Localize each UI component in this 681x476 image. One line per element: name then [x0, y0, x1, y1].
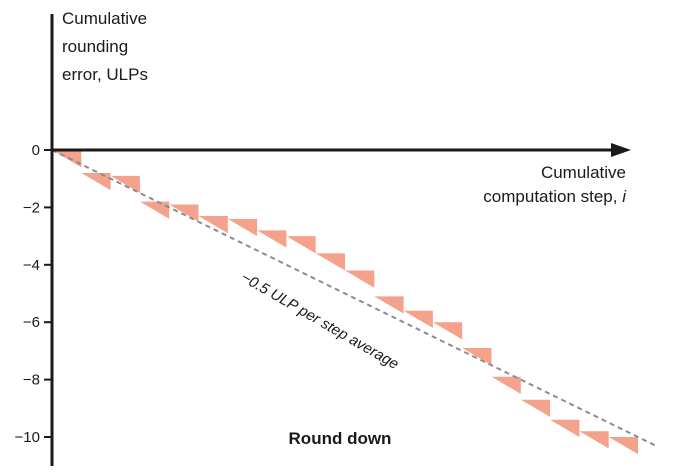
y-tick-label: −10	[15, 429, 40, 446]
average-line	[51, 149, 656, 447]
step-triangle	[315, 253, 345, 271]
x-axis-label-line-2: computation step, i	[483, 187, 627, 206]
y-tick-label: −4	[23, 257, 40, 274]
step-triangle	[579, 431, 609, 449]
step-triangle	[403, 310, 433, 328]
average-line-label: −0.5 ULP per step average	[238, 269, 402, 373]
y-tick-label: −6	[23, 314, 40, 331]
step-triangle	[608, 437, 638, 455]
step-triangle	[491, 376, 521, 394]
step-triangle	[198, 216, 228, 234]
step-triangle	[139, 201, 170, 219]
x-axis-arrowhead	[611, 143, 631, 157]
y-axis-label-line-2: rounding	[62, 37, 128, 56]
step-triangle	[374, 296, 404, 314]
step-triangle	[227, 218, 258, 237]
step-triangle	[520, 399, 551, 417]
step-triangle	[432, 322, 463, 340]
chart-title: Round down	[289, 429, 392, 448]
step-triangle	[169, 204, 199, 222]
step-triangle	[110, 175, 140, 194]
step-triangle	[345, 270, 375, 288]
step-triangle	[81, 172, 111, 191]
step-triangles	[52, 150, 638, 455]
y-axis-label-line-1: Cumulative	[62, 9, 147, 28]
x-axis-label-line-1: Cumulative	[541, 163, 626, 182]
step-triangle	[52, 150, 82, 168]
step-triangle	[257, 230, 287, 248]
step-triangle	[462, 348, 492, 366]
step-triangle	[286, 236, 316, 254]
y-tick-label: −2	[23, 199, 40, 216]
y-tick-label: 0	[32, 142, 40, 159]
y-ticks: 0 −2 −4 −6 −8 −10	[15, 142, 52, 446]
step-triangle	[550, 419, 580, 437]
y-axis-label-line-3: error, ULPs	[62, 65, 148, 84]
y-tick-label: −8	[23, 372, 40, 389]
